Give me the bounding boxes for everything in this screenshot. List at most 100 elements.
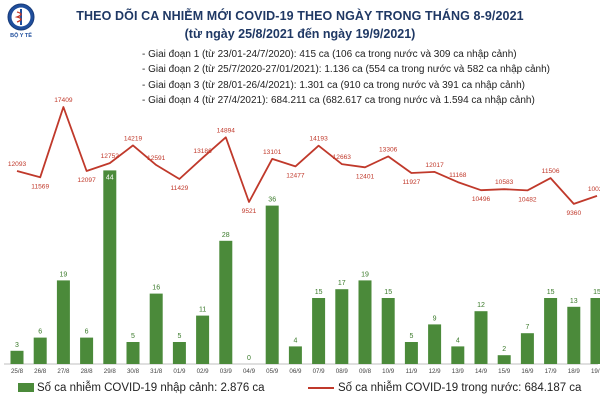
bar-4: [103, 170, 117, 364]
x-tick-label: 30/8: [127, 368, 140, 375]
bar-1: [33, 337, 47, 364]
point-labels-layer: 12093 11569 17409 12097 12752 14219 12591 11429…: [8, 97, 600, 217]
legend-line-label: Số ca nhiễm COVID-19 trong nước: 684.187…: [338, 382, 582, 394]
legend-line-entry: Số ca nhiễm COVID-19 trong nước: 684.187…: [308, 382, 581, 394]
bar-6: [149, 293, 163, 364]
line-value-label: 11569: [31, 183, 49, 190]
bar-value-label: 28: [222, 232, 230, 239]
bar-value-label: 3: [15, 342, 19, 349]
line-value-label: 12663: [333, 154, 352, 161]
x-tick-label: 08/9: [336, 368, 349, 375]
bar-value-label: 11: [199, 307, 206, 314]
line-value-label: 12477: [286, 172, 305, 179]
line-value-label: 11429: [170, 185, 188, 192]
line-value-label: 12591: [147, 155, 166, 162]
bar-value-label: 12: [477, 302, 485, 309]
stage-summary: - Giai đoạn 1 (từ 23/01-24/7/2020): 415 …: [142, 47, 550, 108]
line-value-label: 12097: [77, 177, 96, 184]
bar-16: [381, 298, 395, 364]
legend-bar-swatch: [18, 383, 34, 393]
page-title: THEO DÕI CA NHIỄM MỚI COVID-19 THEO NGÀY…: [76, 9, 524, 23]
x-tick-label: 03/9: [220, 368, 233, 375]
x-tick-label: 05/9: [266, 368, 279, 375]
x-tick-label: 14/9: [475, 368, 488, 375]
x-tick-label: 28/8: [81, 368, 94, 375]
bar-19: [451, 346, 465, 364]
x-tick-label: 07/9: [313, 368, 326, 375]
line-value-label: 9360: [566, 210, 581, 217]
line-value-label: 12752: [101, 153, 120, 160]
bar-value-label: 4: [293, 337, 297, 344]
bar-18: [428, 324, 442, 364]
line-value-label: 12017: [425, 162, 444, 169]
x-tick-label: 13/9: [452, 368, 465, 375]
bar-14: [335, 289, 349, 364]
stage-1-text: - Giai đoạn 1 (từ 23/01-24/7/2020): 415 …: [142, 49, 517, 60]
line-value-label: 12401: [356, 173, 375, 180]
line-value-label: 14894: [217, 127, 236, 134]
bar-3: [80, 337, 94, 364]
bar-value-label: 5: [131, 333, 135, 340]
line-value-label: 11168: [449, 172, 467, 179]
bar-25: [590, 298, 600, 364]
bar-21: [497, 355, 511, 364]
bar-value-label: 19: [60, 271, 68, 278]
bar-value-label: 19: [361, 271, 369, 278]
x-tick-label: 17/9: [545, 368, 558, 375]
bar-value-label: 4: [456, 337, 460, 344]
bar-value-label: 5: [177, 333, 181, 340]
bar-13: [312, 298, 326, 364]
line-layer: [16, 106, 598, 205]
x-tick-label: 11/9: [406, 368, 418, 375]
x-tick-label: 18/9: [568, 368, 581, 375]
bar-value-label: 44: [106, 174, 114, 181]
bar-8: [196, 315, 210, 364]
bar-5: [126, 342, 140, 364]
bar-value-label: 16: [152, 285, 160, 292]
logo-text: BỘ Y TẾ: [10, 31, 32, 39]
x-tick-label: 27/8: [57, 368, 70, 375]
x-tick-label: 06/9: [289, 368, 302, 375]
bar-value-label: 17: [338, 280, 346, 287]
x-tick-label: 29/8: [104, 368, 117, 375]
bar-11: [265, 205, 279, 364]
bar-value-label: 15: [384, 289, 392, 296]
bar-value-label: 2: [502, 346, 506, 353]
line-series: [16, 106, 598, 205]
x-tick-label: 16/9: [521, 368, 534, 375]
bar-value-label: 0: [247, 355, 251, 362]
bar-7: [172, 342, 186, 364]
bar-2: [56, 280, 70, 364]
line-value-label: 10496: [472, 196, 491, 203]
bars-layer: [10, 170, 600, 364]
bar-20: [474, 311, 488, 364]
stage-3-text: - Giai đoạn 3 (từ 28/01-26/4/2021): 1.30…: [142, 79, 525, 91]
x-tick-label: 01/9: [173, 368, 186, 375]
line-value-label: 12093: [8, 161, 27, 168]
x-ticks-layer: 25/8 26/8 27/8 28/8 29/8 30/8 31/8 01/9 02/9 03/9…: [11, 368, 600, 375]
x-tick-label: 02/9: [197, 368, 210, 375]
x-tick-label: 12/9: [429, 368, 442, 375]
x-tick-label: 10/9: [382, 368, 395, 375]
line-value-label: 14193: [309, 136, 328, 143]
x-tick-label: 26/8: [34, 368, 47, 375]
bar-value-label: 36: [268, 197, 276, 204]
legend-bar-label: Số ca nhiễm COVID-19 nhập cảnh: 2.876 ca: [37, 382, 265, 394]
bar-value-label: 15: [593, 289, 600, 296]
line-value-label: 14219: [124, 135, 143, 142]
bar-value-label: 6: [85, 329, 89, 336]
x-tick-label: 19/9: [591, 368, 600, 375]
x-tick-label: 31/8: [150, 368, 163, 375]
bar-12: [288, 346, 302, 364]
line-value-label: 11506: [542, 168, 560, 175]
bar-value-label: 15: [315, 289, 323, 296]
bar-value-label: 15: [547, 289, 555, 296]
bar-17: [404, 342, 418, 364]
line-value-label: 10482: [518, 196, 537, 203]
line-value-label: 13186: [193, 148, 212, 155]
bar-15: [358, 280, 372, 364]
line-value-label: 13101: [263, 149, 282, 156]
